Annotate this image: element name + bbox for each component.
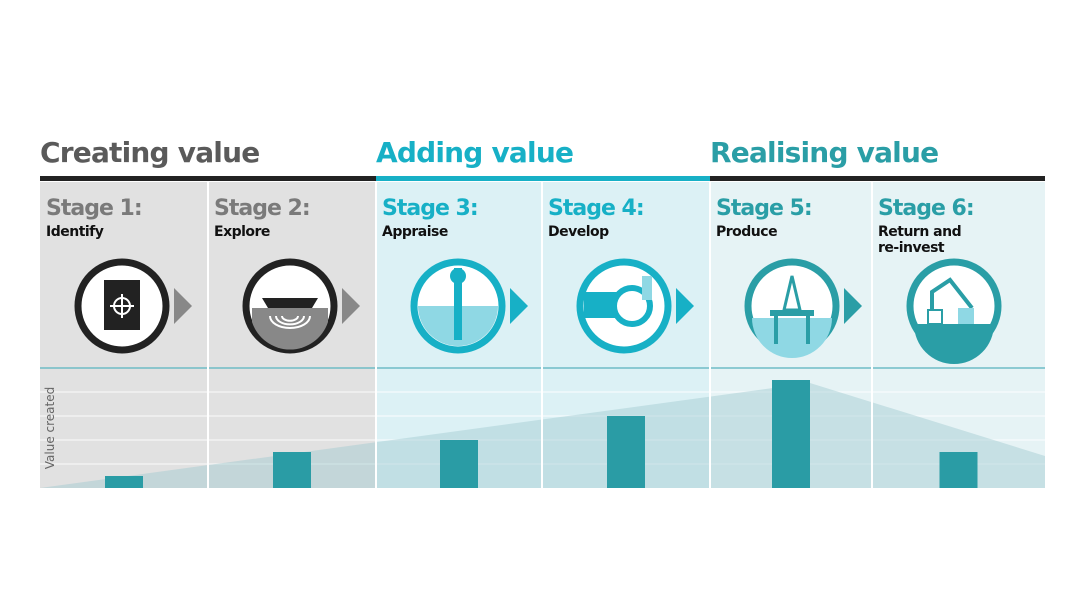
stage-label: Stage 2: (214, 196, 310, 221)
icon-ground (914, 324, 994, 364)
icon-riser (642, 276, 652, 300)
stage-name: Explore (214, 224, 270, 240)
icon-sonar (275, 315, 305, 326)
bar (440, 440, 478, 488)
stage-arrow (510, 288, 528, 324)
icon-legs (774, 316, 810, 344)
icon-deck (770, 310, 814, 316)
icon-ship (262, 298, 318, 308)
stage-name: Return and (878, 224, 961, 240)
phase-title: Adding value (376, 136, 573, 169)
phase-title: Realising value (710, 136, 938, 169)
icon-drill-head (450, 268, 466, 284)
stage-name: Develop (548, 224, 609, 240)
phase-rule (376, 176, 710, 181)
stage-name: Appraise (382, 224, 448, 240)
phase-rule (710, 176, 1045, 181)
icon-flange (611, 285, 653, 327)
stage-name: Produce (716, 224, 777, 240)
stage-arrow (844, 288, 862, 324)
icon-crane (930, 277, 974, 316)
stage-arrow (676, 288, 694, 324)
stage-name: Identify (46, 224, 104, 240)
stage-label: Stage 6: (878, 196, 974, 221)
stage-label: Stage 1: (46, 196, 142, 221)
bar (105, 476, 143, 488)
phase-title: Creating value (40, 136, 259, 169)
icon-box (927, 309, 943, 325)
stage-label: Stage 5: (716, 196, 812, 221)
stage-arrow (342, 288, 360, 324)
stage-label: Stage 4: (548, 196, 644, 221)
y-axis-label: Value created (43, 387, 57, 469)
phase-rule (40, 176, 376, 181)
bar (607, 416, 645, 488)
icon-drill (454, 268, 462, 340)
icon-box (958, 308, 974, 324)
stage-name: re-invest (878, 240, 945, 256)
icon-sonar (281, 315, 299, 322)
bar (939, 452, 978, 488)
icon-water (752, 318, 832, 358)
stage-label: Stage 3: (382, 196, 478, 221)
stage-arrow (174, 288, 192, 324)
icon-sonar (269, 315, 311, 329)
icon-crosshair (110, 294, 134, 318)
bar (772, 380, 810, 488)
bar (273, 452, 311, 488)
